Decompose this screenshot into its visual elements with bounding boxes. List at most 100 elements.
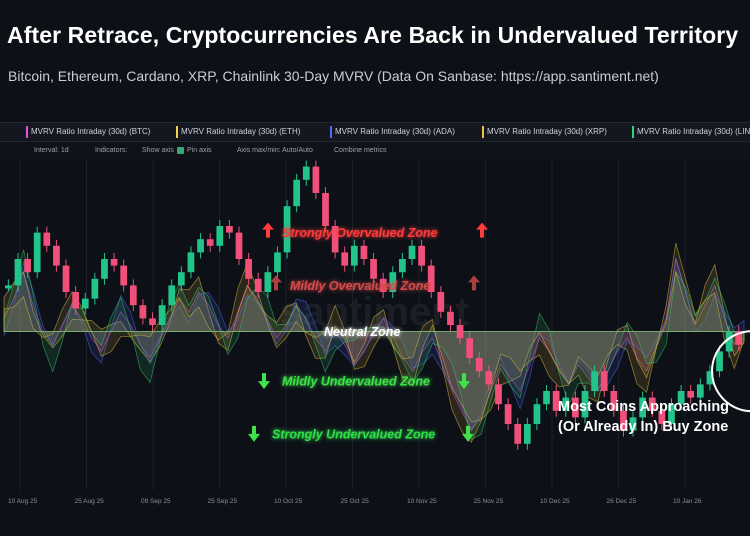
price-candle [235,232,243,259]
price-candle [437,292,445,312]
mvrv-series-area [3,242,745,443]
price-candle [120,265,128,286]
annotation-line-2: (Or Already In) Buy Zone [558,419,728,435]
price-candle [495,384,502,405]
interval-select[interactable]: Interval: 1d [34,147,69,154]
price-candle [24,259,31,273]
price-candle [523,424,531,444]
combine-metrics-button[interactable]: Combine metrics [334,147,387,154]
zone-label: Strongly Undervalued Zone [272,427,435,441]
price-candle [389,272,397,292]
x-tick-label: 10 Aug 25 [8,498,38,505]
zone-label: Mildly Undervalued Zone [282,375,430,389]
tab-eth[interactable]: MVRV Ratio Intraday (30d) (ETH) [176,125,300,139]
price-candle [370,259,377,279]
price-candle [72,292,79,309]
price-candle [648,397,656,411]
price-candle [466,338,474,358]
tab-label: MVRV Ratio Intraday (30d) (LINK) [637,127,750,136]
price-candle [322,193,329,226]
price-candle [206,239,214,246]
x-tick-label: 09 Sep 25 [141,498,171,505]
price-candle [610,391,618,411]
down-arrow-icon [258,373,270,390]
price-candle [101,259,108,279]
tab-color-swatch [632,126,634,138]
chart-toolbar: Interval: 1d Indicators: Show axis Pin a… [0,143,750,159]
zone-label: Neutral Zone [324,325,400,339]
price-candle [418,245,425,266]
tab-link[interactable]: MVRV Ratio Intraday (30d) (LINK) [632,125,750,139]
price-candle [216,226,224,246]
price-candle [562,397,570,411]
price-candle [572,397,579,418]
price-candle [543,391,550,405]
price-candle [629,417,637,431]
price-candle [668,404,675,424]
tab-ada[interactable]: MVRV Ratio Intraday (30d) (ADA) [330,125,455,139]
price-candle [139,305,147,319]
chart-subtitle: Bitcoin, Ethereum, Cardano, XRP, Chainli… [8,68,659,84]
price-candle [427,265,435,292]
price-candle [350,245,358,266]
zone-label: Strongly Overvalued Zone [282,226,438,240]
price-candle [504,404,512,424]
price-candle [110,259,118,266]
tab-color-swatch [176,126,178,138]
pin-axis-toggle[interactable]: Pin axis [177,145,212,157]
price-candle [360,245,368,259]
tab-label: MVRV Ratio Intraday (30d) (ETH) [181,127,301,136]
price-candle [245,259,252,279]
price-candle [187,252,195,273]
tab-color-swatch [26,126,28,138]
price-candle [293,179,301,207]
up-arrow-icon [270,275,282,291]
price-candle [447,311,454,325]
tab-label: MVRV Ratio Intraday (30d) (BTC) [31,127,151,136]
down-arrow-icon [462,425,474,442]
x-tick-label: 25 Nov 25 [474,498,504,505]
x-tick-label: 10 Jan 26 [673,498,702,505]
price-candle [226,226,233,233]
price-candle [168,285,176,306]
price-candle [620,410,627,431]
tab-btc[interactable]: MVRV Ratio Intraday (30d) (BTC) [26,125,150,139]
price-candle [197,239,204,253]
price-candle [639,397,647,418]
tab-xrp[interactable]: MVRV Ratio Intraday (30d) (XRP) [482,125,607,139]
price-candle [264,272,272,292]
price-candle [341,252,349,266]
price-candle [677,391,685,405]
price-candle [331,226,339,253]
mvrv-chart: Strongly Overvalued Zone Mildly Overvalue… [0,160,750,505]
price-candle [81,298,89,309]
price-candle [706,371,714,385]
annotation-line-1: Most Coins Approaching [558,399,729,415]
price-candle [5,285,12,289]
up-arrow-icon [476,222,488,238]
down-arrow-icon [248,425,260,442]
price-candle [62,265,70,292]
price-candle [91,278,99,299]
price-candle [33,232,41,273]
mvrv-series-area [3,263,745,423]
price-candle [283,206,291,253]
axis-maxmin-select[interactable]: Axis max/min: Auto/Auto [237,147,313,154]
price-candle [177,272,185,286]
price-candle [312,166,320,193]
price-candle [658,410,666,424]
x-tick-label: 25 Sep 25 [208,498,238,505]
price-candle [149,318,156,325]
indicators-button[interactable]: Indicators: [95,147,128,154]
price-candle [408,245,416,259]
x-tick-label: 25 Aug 25 [75,498,105,505]
price-candle [53,245,60,266]
price-candle [485,371,493,385]
price-candle [687,391,695,398]
tab-label: MVRV Ratio Intraday (30d) (ADA) [335,127,455,136]
show-axis-toggle[interactable]: Show axis [142,147,174,154]
price-candle [14,259,22,286]
price-candle [274,252,281,273]
price-candle [725,331,733,352]
x-tick-label: 10 Dec 25 [540,498,570,505]
